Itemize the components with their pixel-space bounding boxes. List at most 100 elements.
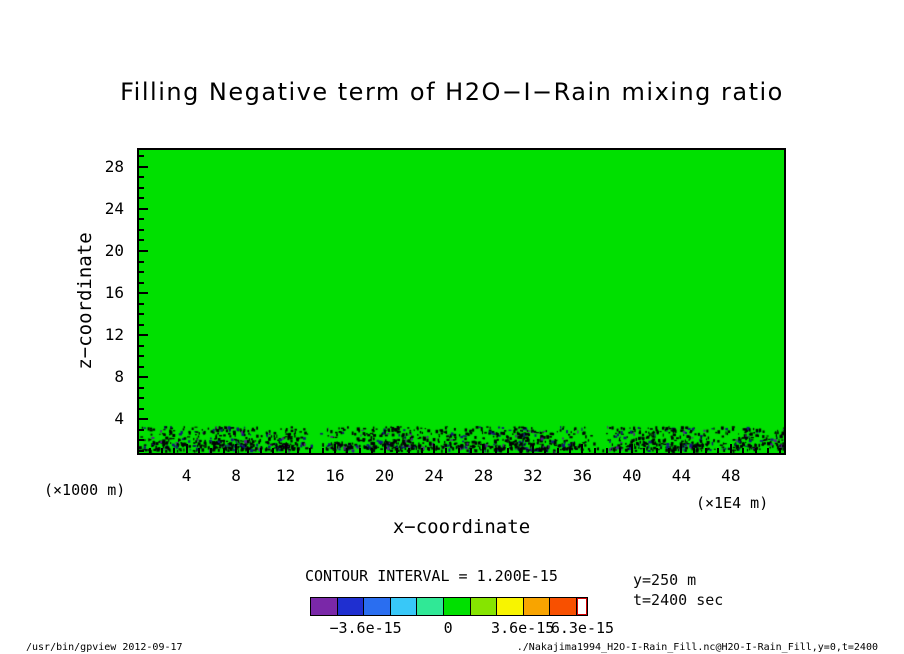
y-tick-mark xyxy=(139,218,144,221)
y-tick-mark xyxy=(139,355,144,358)
x-tick-mark xyxy=(408,448,411,453)
colorbar-segment xyxy=(523,598,551,615)
y-tick-mark xyxy=(139,281,144,284)
x-tick-mark xyxy=(309,448,312,453)
y-tick-mark xyxy=(139,344,144,347)
colorbar-tick-label: −3.6e-15 xyxy=(329,619,402,637)
x-tick-mark xyxy=(272,448,275,453)
x-tick-mark xyxy=(445,448,448,453)
x-tick-mark xyxy=(148,448,151,453)
x-tick-label: 16 xyxy=(325,466,345,485)
y-tick-mark xyxy=(139,197,144,200)
colorbar-segment xyxy=(576,598,587,615)
x-tick-label: 36 xyxy=(572,466,593,485)
x-tick-mark xyxy=(581,444,584,453)
x-tick-mark xyxy=(334,444,337,453)
x-tick-mark xyxy=(742,448,745,453)
x-tick-mark xyxy=(482,444,485,453)
y-tick-mark xyxy=(139,449,144,452)
chart-title: Filling Negative term of H2O−I−Rain mixi… xyxy=(120,78,784,106)
x-tick-mark xyxy=(371,448,374,453)
x-tick-mark xyxy=(692,448,695,453)
y-tick-label: 24 xyxy=(104,198,124,218)
x-tick-mark xyxy=(766,448,769,453)
y-tick-mark xyxy=(139,292,148,295)
x-tick-mark xyxy=(729,444,732,453)
y-tick-mark xyxy=(139,365,144,368)
x-tick-mark xyxy=(395,448,398,453)
y-tick-mark xyxy=(139,302,144,305)
x-tick-mark xyxy=(717,448,720,453)
y-tick-label: 16 xyxy=(104,283,124,303)
contour-interval-label: CONTOUR INTERVAL = 1.200E-15 xyxy=(305,567,558,585)
x-tick-mark xyxy=(173,448,176,453)
x-axis-title: x−coordinate xyxy=(392,516,531,538)
x-tick-mark xyxy=(259,448,262,453)
x-tick-mark xyxy=(593,448,596,453)
x-tick-mark xyxy=(643,448,646,453)
x-axis-unit: (×1E4 m) xyxy=(696,494,769,512)
x-tick-mark xyxy=(754,448,757,453)
annotation-time: t=2400 sec xyxy=(633,591,724,609)
x-tick-label: 4 xyxy=(181,466,192,485)
x-tick-label: 48 xyxy=(721,466,741,485)
x-tick-label: 24 xyxy=(424,466,444,485)
y-tick-mark xyxy=(139,260,144,263)
x-tick-mark xyxy=(383,444,386,453)
x-tick-mark xyxy=(556,448,559,453)
y-axis-title: z−coordinate xyxy=(74,232,96,370)
x-tick-mark xyxy=(210,448,213,453)
x-tick-mark xyxy=(296,448,299,453)
x-tick-mark xyxy=(247,448,250,453)
x-tick-mark xyxy=(618,448,621,453)
y-tick-mark xyxy=(139,439,144,442)
x-tick-label: 28 xyxy=(473,466,494,485)
x-tick-mark xyxy=(531,444,534,453)
colorbar-tick-label: 0 xyxy=(443,619,453,637)
colorbar-segment xyxy=(497,598,524,615)
colorbar-tick-label: 6.3e-15 xyxy=(550,619,615,637)
colorbar-tick-label: 3.6e-15 xyxy=(491,619,555,637)
footer-source-file: ./Nakajima1994_H2O-I-Rain_Fill.nc@H2O-I-… xyxy=(516,642,878,653)
colorbar xyxy=(310,597,588,616)
x-tick-mark xyxy=(235,444,238,453)
y-axis-tick-labels: 4 8 12 16 20 24 28 xyxy=(84,150,130,453)
x-tick-mark xyxy=(779,448,782,453)
y-tick-mark xyxy=(139,323,144,326)
x-tick-mark xyxy=(457,448,460,453)
x-tick-label: 8 xyxy=(231,466,241,485)
y-tick-mark xyxy=(139,155,144,158)
x-tick-label: 12 xyxy=(275,466,296,485)
x-tick-mark xyxy=(667,448,670,453)
x-tick-mark xyxy=(519,448,522,453)
y-tick-label: 4 xyxy=(114,409,124,429)
x-tick-mark xyxy=(705,448,708,453)
x-tick-mark xyxy=(544,448,547,453)
x-tick-mark xyxy=(197,448,200,453)
y-tick-mark xyxy=(139,376,148,379)
x-tick-mark xyxy=(507,448,510,453)
x-tick-label: 40 xyxy=(622,466,642,485)
colorbar-segment xyxy=(417,598,444,615)
x-tick-mark xyxy=(185,444,188,453)
x-tick-mark xyxy=(420,448,423,453)
colorbar-segment xyxy=(364,598,391,615)
x-tick-mark xyxy=(222,448,225,453)
x-tick-mark xyxy=(606,448,609,453)
plot-area xyxy=(137,148,786,455)
y-tick-label: 8 xyxy=(114,367,124,387)
x-tick-mark xyxy=(160,448,163,453)
x-tick-mark xyxy=(569,448,572,453)
colorbar-segment xyxy=(470,598,498,615)
x-tick-mark xyxy=(432,444,435,453)
y-tick-mark xyxy=(139,386,144,389)
x-tick-mark xyxy=(346,448,349,453)
y-tick-mark xyxy=(139,407,144,410)
negative-fill-speckles xyxy=(139,416,784,453)
colorbar-segment xyxy=(390,598,418,615)
x-tick-mark xyxy=(470,448,473,453)
colorbar-segment xyxy=(337,598,365,615)
y-tick-mark xyxy=(139,271,144,274)
colorbar-segment xyxy=(311,598,338,615)
